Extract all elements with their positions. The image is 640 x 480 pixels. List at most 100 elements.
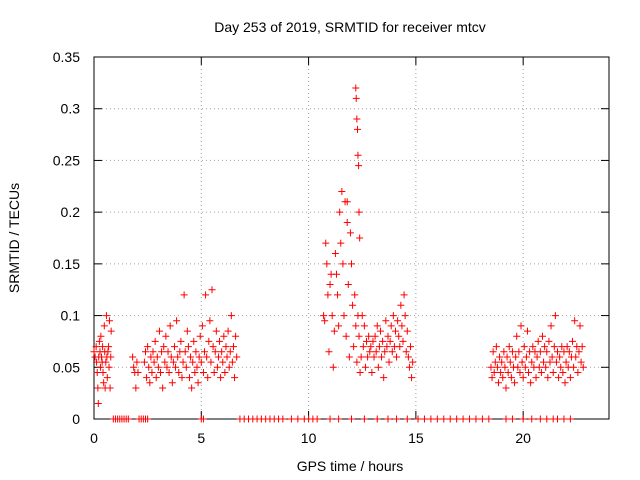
data-point <box>220 332 228 340</box>
data-point <box>209 343 217 351</box>
data-point <box>549 368 557 376</box>
data-point <box>218 348 226 356</box>
data-point <box>356 368 364 376</box>
data-point <box>325 348 333 356</box>
data-point <box>349 301 357 309</box>
data-point <box>356 234 364 242</box>
y-tick-label: 0.1 <box>61 308 81 324</box>
data-point <box>226 348 234 356</box>
data-point <box>224 327 232 335</box>
data-point <box>569 337 577 345</box>
data-point <box>388 348 396 356</box>
data-point <box>554 415 561 423</box>
data-point <box>202 291 210 299</box>
data-point <box>566 415 574 423</box>
data-point <box>506 358 514 366</box>
data-point <box>151 337 159 345</box>
data-point <box>178 374 186 382</box>
data-point <box>376 327 384 335</box>
data-point <box>507 374 515 382</box>
data-point <box>342 332 350 340</box>
data-point <box>459 415 467 423</box>
data-point <box>152 374 160 382</box>
data-point <box>543 348 551 356</box>
data-point <box>146 379 154 387</box>
data-point <box>129 353 137 361</box>
data-point <box>216 337 224 345</box>
data-point <box>105 363 113 371</box>
data-point <box>189 358 197 366</box>
data-point <box>95 337 103 345</box>
data-point <box>217 374 225 382</box>
data-point <box>323 260 331 268</box>
data-point <box>536 348 544 356</box>
data-point <box>107 353 115 361</box>
data-point <box>212 327 220 335</box>
data-point <box>537 368 545 376</box>
data-point <box>365 332 373 340</box>
data-point <box>384 332 392 340</box>
data-point <box>338 187 346 195</box>
data-point <box>545 337 553 345</box>
data-point <box>313 415 321 423</box>
data-point <box>548 353 556 361</box>
data-point <box>489 348 497 356</box>
data-point <box>532 374 540 382</box>
data-point <box>440 415 448 423</box>
data-point <box>561 379 569 387</box>
data-point <box>354 125 362 133</box>
y-tick-label: 0.3 <box>61 101 81 117</box>
data-point <box>154 363 162 371</box>
data-point <box>488 374 496 382</box>
data-point <box>104 348 112 356</box>
data-point <box>533 353 541 361</box>
data-point <box>554 348 561 356</box>
data-point <box>163 363 171 371</box>
data-point <box>106 384 114 392</box>
data-point <box>219 358 227 366</box>
data-point <box>143 374 151 382</box>
data-point <box>320 312 328 320</box>
data-point <box>335 415 343 423</box>
data-point <box>92 343 100 351</box>
data-point <box>499 374 507 382</box>
x-tick-label: 15 <box>408 430 424 446</box>
data-point <box>213 363 221 371</box>
data-point <box>566 374 574 382</box>
data-point <box>487 363 495 371</box>
data-point <box>222 343 230 351</box>
data-point <box>182 363 190 371</box>
data-point <box>369 337 377 345</box>
data-point <box>551 312 559 320</box>
data-point <box>324 291 332 299</box>
data-point <box>374 363 382 371</box>
data-point <box>192 348 200 356</box>
data-point <box>562 358 570 366</box>
data-point <box>185 374 193 382</box>
data-point <box>172 363 180 371</box>
data-point <box>150 358 158 366</box>
data-point <box>214 353 222 361</box>
data-point <box>395 332 403 340</box>
data-point <box>491 358 499 366</box>
data-point <box>232 332 240 340</box>
data-point <box>497 368 505 376</box>
data-point <box>130 363 138 371</box>
data-point <box>519 374 527 382</box>
data-point <box>383 343 391 351</box>
data-point <box>527 379 535 387</box>
data-point <box>574 368 582 376</box>
data-point <box>351 291 359 299</box>
data-point <box>517 322 525 330</box>
data-point <box>375 343 383 351</box>
data-point <box>521 363 529 371</box>
data-point <box>353 358 361 366</box>
data-point <box>188 384 196 392</box>
data-point <box>538 332 546 340</box>
data-point <box>380 374 388 382</box>
data-point <box>165 368 173 376</box>
data-point <box>187 353 195 361</box>
data-point <box>490 368 498 376</box>
data-point <box>540 358 548 366</box>
data-point <box>332 270 340 278</box>
